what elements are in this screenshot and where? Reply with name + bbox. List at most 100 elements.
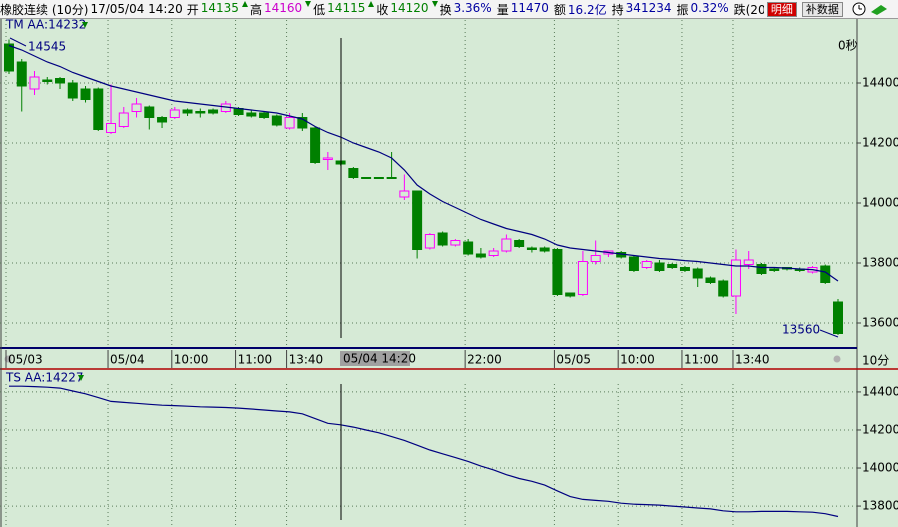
candle-body xyxy=(718,280,729,297)
candle-body xyxy=(42,79,53,82)
candle-body xyxy=(195,111,206,114)
candle-body xyxy=(55,78,66,84)
field-value: 3.36% xyxy=(453,0,492,15)
field-arrow xyxy=(431,0,438,7)
field-label: 开 xyxy=(186,2,199,17)
field-arrow xyxy=(305,0,312,7)
x-tick-label: 11:00 xyxy=(238,353,273,367)
candle-body xyxy=(361,177,372,179)
field-value: 11470 xyxy=(510,0,549,15)
candle-body xyxy=(705,277,716,283)
field-label: 量 xyxy=(496,2,509,17)
field-label: 收 xyxy=(376,2,389,17)
candle-body xyxy=(679,267,690,271)
fields: 开 14135 高 14160 低 14115 收 14120 换 3.36% 量 11470 额 16.… xyxy=(186,0,764,18)
background xyxy=(0,19,898,527)
field-value: 14160 xyxy=(263,0,303,15)
candle-body xyxy=(488,250,499,256)
candle-body xyxy=(730,259,741,297)
field-label: 持 xyxy=(611,2,624,17)
x-tick-label: 05/04 xyxy=(110,353,145,367)
field-label: 换 xyxy=(439,2,452,17)
field-value: 14135 xyxy=(200,0,239,15)
candle-body xyxy=(16,61,27,87)
field-label: 高 xyxy=(249,2,262,17)
seconds-label: 0秒 xyxy=(838,39,858,53)
x-tick-label: 13:40 xyxy=(735,353,770,367)
low-annotation: 13560 xyxy=(782,323,820,337)
field-arrow xyxy=(368,0,375,7)
candle-body xyxy=(565,292,576,297)
field-value: 16.2亿 xyxy=(567,2,607,17)
x-tick-label: 11:00 xyxy=(684,353,719,367)
annotation-leader xyxy=(9,37,27,47)
legend-arrow xyxy=(78,375,84,381)
annotation-leader xyxy=(819,329,839,338)
button[interactable]: 补数据 xyxy=(801,1,843,17)
candle-body xyxy=(424,234,435,249)
field-label: 低 xyxy=(313,2,326,17)
candle-body xyxy=(93,88,104,130)
y-tick-label: 14200 xyxy=(862,136,898,150)
x-tick-label: 10:00 xyxy=(620,353,655,367)
candle-body xyxy=(654,262,665,271)
y-tick-label: 14000 xyxy=(862,461,898,475)
legend: TS AA:14227 xyxy=(5,371,84,385)
candle-body xyxy=(475,253,486,258)
y-tick-label: 13800 xyxy=(862,499,898,513)
legend-arrow xyxy=(82,22,88,28)
candle-body xyxy=(399,190,410,198)
toolbar-icons[interactable] xyxy=(851,1,898,17)
x-tick-label: 05/05 xyxy=(556,353,591,367)
candle-body xyxy=(284,117,295,129)
candle-body xyxy=(769,268,780,271)
candle-body xyxy=(131,103,142,112)
candle-body xyxy=(590,255,601,262)
candle-body xyxy=(322,157,333,160)
button[interactable]: 明细 xyxy=(766,1,797,17)
candle-body xyxy=(412,190,423,250)
candle-body xyxy=(539,247,550,252)
y-tick-label: 14200 xyxy=(862,422,898,436)
candle-body xyxy=(169,109,180,118)
candle-body xyxy=(182,109,193,114)
field-value: 14115 xyxy=(327,0,366,15)
candle-body xyxy=(373,177,384,179)
scroll-handle[interactable] xyxy=(833,355,841,363)
y-tick-label: 14000 xyxy=(862,196,898,210)
x-tick-label: 10:00 xyxy=(174,353,209,367)
legend: TM AA:14232 xyxy=(5,18,86,32)
x-tick-label: 05/03 xyxy=(8,353,43,367)
candle-body xyxy=(67,82,78,99)
candle-body xyxy=(271,115,282,126)
candle-body xyxy=(743,259,754,265)
candle-body xyxy=(386,177,397,179)
candle-body xyxy=(297,117,308,129)
series-line xyxy=(8,44,839,282)
field-label: 振 xyxy=(676,2,689,17)
candle-body xyxy=(246,112,257,117)
candle-body xyxy=(106,123,117,133)
candle-body xyxy=(641,261,652,268)
cursor-label: 05/04 14:20 xyxy=(343,352,416,366)
field-arrow xyxy=(241,0,248,7)
candle-body xyxy=(514,240,525,247)
candle-body xyxy=(144,106,155,118)
field-value: 0.32% xyxy=(690,0,729,15)
y-tick-label: 13600 xyxy=(862,316,898,330)
candle-body xyxy=(348,168,359,178)
candle-body xyxy=(628,256,639,271)
candle-body xyxy=(526,247,537,250)
candle-body xyxy=(501,238,512,252)
candle-body xyxy=(157,117,168,123)
high-annotation: 14545 xyxy=(28,40,66,54)
title: 橡胶连续 (10分) xyxy=(0,2,89,17)
candle-body xyxy=(259,112,270,118)
time: 17/05/04 14:20 xyxy=(90,2,183,16)
x-tick-label: 13:40 xyxy=(289,353,324,367)
y-tick-label: 14400 xyxy=(862,384,898,398)
candle-body xyxy=(437,232,448,246)
candle-body xyxy=(29,76,40,90)
x-tick-label: 22:00 xyxy=(467,353,502,367)
candle-body xyxy=(577,261,588,295)
